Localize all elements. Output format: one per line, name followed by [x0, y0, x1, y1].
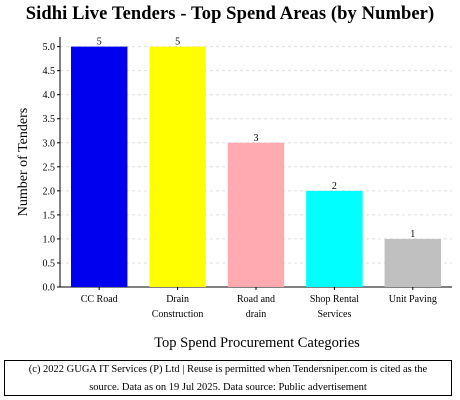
- x-tick-label: CC Road: [81, 294, 118, 305]
- x-tick-label: drain: [246, 309, 267, 320]
- y-tick-label: 4.0: [43, 90, 56, 101]
- data-label: 1: [410, 229, 415, 240]
- x-tick-label: Drain: [166, 294, 189, 305]
- y-tick-label: 2.0: [43, 186, 56, 197]
- y-tick-label: 3.0: [43, 138, 56, 149]
- footer-line-2: source. Data as on 19 Jul 2025. Data sou…: [89, 382, 367, 393]
- bar-chart: 0.0 0.5 1.0 1.5 2.0 2.5 3.0 3.5 4.0 4.5 5.0 5 CC Roa…: [16, 37, 452, 351]
- data-label: 5: [175, 37, 180, 48]
- footer-line-1: (c) 2022 GUGA IT Services (P) Ltd | Reus…: [28, 364, 428, 375]
- data-label: 3: [254, 133, 259, 144]
- y-tick-label: 0.0: [43, 283, 56, 294]
- y-tick-label: 3.5: [43, 114, 56, 125]
- footer-credit: (c) 2022 GUGA IT Services (P) Ltd | Reus…: [4, 360, 452, 396]
- data-label: 2: [332, 181, 337, 192]
- x-tick-label: Unit Paving: [389, 294, 437, 305]
- x-tick-label: Services: [317, 309, 351, 320]
- bar: [70, 46, 128, 287]
- y-tick-label: 0.5: [43, 258, 56, 269]
- x-axis-title: Top Spend Procurement Categories: [154, 335, 360, 351]
- y-tick-label: 1.5: [43, 210, 56, 221]
- x-tick-label: Road and: [237, 294, 275, 305]
- y-tick-label: 4.5: [43, 66, 56, 77]
- chart-title: Sidhi Live Tenders - Top Spend Areas (by…: [25, 4, 435, 24]
- y-tick-label: 2.5: [43, 162, 56, 173]
- bar: [306, 190, 363, 287]
- y-axis-title: Number of Tenders: [16, 108, 31, 216]
- bar: [384, 238, 442, 287]
- x-tick-label: Construction: [152, 309, 204, 320]
- y-tick-label: 5.0: [43, 42, 56, 53]
- bar: [149, 46, 206, 287]
- x-tick-label: Shop Rental: [310, 294, 359, 305]
- data-label: 5: [97, 37, 102, 48]
- bar: [227, 142, 285, 287]
- y-tick-label: 1.0: [43, 234, 56, 245]
